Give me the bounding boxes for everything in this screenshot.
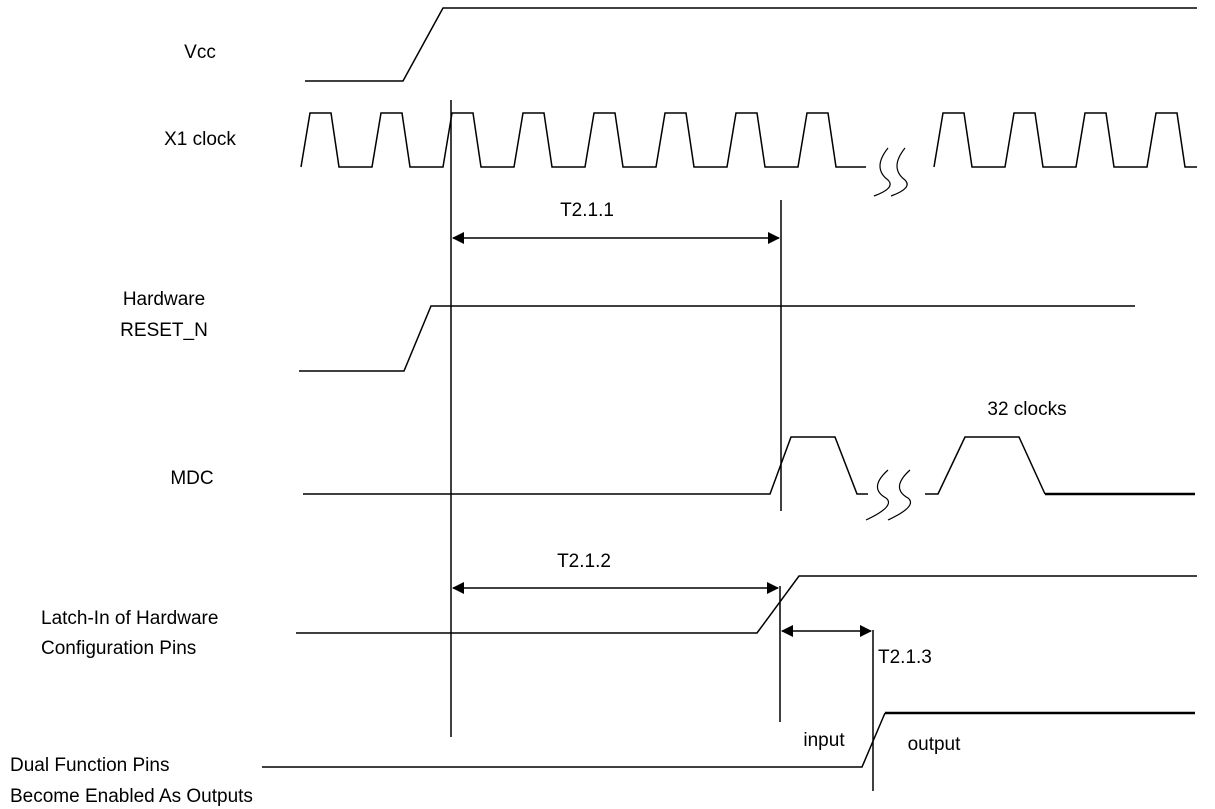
reset-label-line2: RESET_N [120,320,208,341]
x1-clock-break-mark [873,147,891,197]
vcc-label: Vcc [184,42,216,63]
clock-count-label: 32 clocks [987,399,1066,420]
latch-in-waveform [296,575,1197,634]
mdc-break-mark [865,469,890,521]
reset-waveform [299,305,1135,372]
reset-label-line1: Hardware [123,289,205,310]
t213-label: T2.1.3 [878,647,932,668]
x1-clock-label: X1 clock [164,129,236,150]
latch-label-line1: Latch-In of Hardware [41,608,218,629]
t212-label: T2.1.2 [557,551,611,572]
output-label: output [908,734,962,755]
mdc-waveform [303,436,868,495]
dual-function-label-line1: Dual Function Pins [10,755,169,776]
dual-function-waveform [262,712,886,768]
x1-clock-break-mark [890,147,908,197]
mdc-waveform-after-break [925,436,1046,495]
mdc-break-mark [887,469,912,521]
dual-function-label-line2: Become Enabled As Outputs [10,786,253,807]
mdc-label: MDC [170,468,213,489]
x1-clock-waveform [300,112,1197,168]
t211-label: T2.1.1 [560,200,614,221]
vcc-waveform [305,7,1197,82]
latch-label-line2: Configuration Pins [41,638,196,659]
input-label: input [803,730,845,751]
